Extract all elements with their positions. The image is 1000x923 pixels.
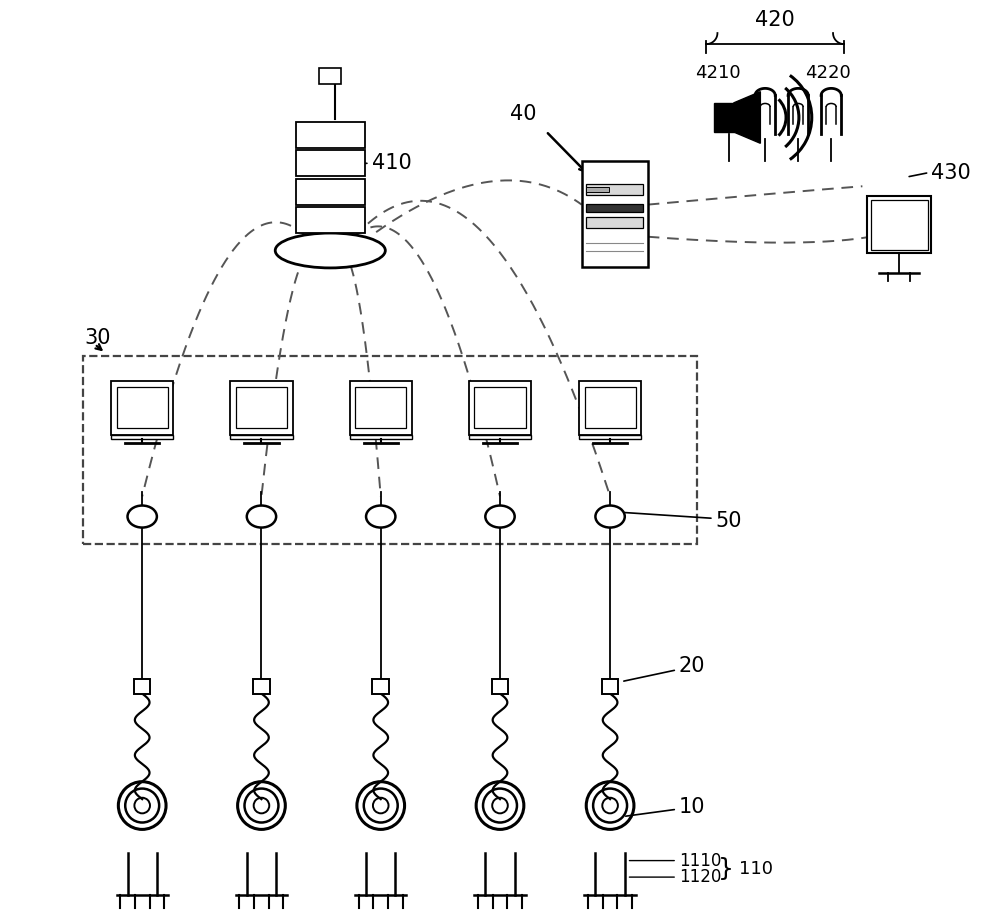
- Bar: [350, 381, 412, 435]
- Text: 50: 50: [716, 511, 742, 531]
- Bar: [296, 122, 365, 148]
- Text: 10: 10: [679, 797, 705, 818]
- Ellipse shape: [595, 506, 625, 528]
- Text: 410: 410: [372, 153, 411, 174]
- Text: }: }: [718, 857, 734, 881]
- Bar: [296, 208, 365, 233]
- Bar: [83, 356, 697, 544]
- Ellipse shape: [485, 506, 515, 528]
- Ellipse shape: [275, 233, 385, 268]
- Bar: [871, 200, 928, 249]
- Text: 40: 40: [510, 104, 536, 124]
- Text: 430: 430: [931, 162, 971, 183]
- Text: 420: 420: [755, 10, 795, 30]
- Bar: [602, 679, 618, 693]
- Bar: [586, 186, 609, 192]
- Bar: [319, 68, 341, 84]
- Bar: [585, 388, 636, 427]
- Bar: [296, 150, 365, 176]
- Bar: [230, 435, 293, 439]
- Bar: [582, 161, 648, 267]
- Bar: [469, 435, 531, 439]
- Ellipse shape: [247, 506, 276, 528]
- Bar: [372, 679, 389, 693]
- Bar: [117, 388, 168, 427]
- Bar: [111, 435, 173, 439]
- Text: 4220: 4220: [805, 65, 850, 82]
- Text: 20: 20: [679, 656, 705, 676]
- Bar: [474, 388, 526, 427]
- Bar: [579, 435, 641, 439]
- Text: 110: 110: [739, 860, 773, 878]
- Bar: [579, 381, 641, 435]
- Bar: [867, 197, 931, 253]
- Bar: [586, 185, 643, 195]
- Bar: [355, 388, 406, 427]
- Bar: [253, 679, 270, 693]
- Ellipse shape: [128, 506, 157, 528]
- Ellipse shape: [366, 506, 395, 528]
- Polygon shape: [734, 91, 760, 143]
- Bar: [469, 381, 531, 435]
- Text: 30: 30: [84, 328, 111, 348]
- Polygon shape: [714, 102, 734, 132]
- Bar: [111, 381, 173, 435]
- Bar: [492, 679, 508, 693]
- Bar: [586, 204, 643, 211]
- Bar: [586, 217, 643, 227]
- Bar: [236, 388, 287, 427]
- Text: 1120: 1120: [679, 869, 721, 886]
- Text: 4210: 4210: [695, 65, 740, 82]
- Bar: [230, 381, 293, 435]
- Bar: [296, 179, 365, 205]
- Text: 1110: 1110: [679, 852, 721, 869]
- Bar: [134, 679, 150, 693]
- Bar: [350, 435, 412, 439]
